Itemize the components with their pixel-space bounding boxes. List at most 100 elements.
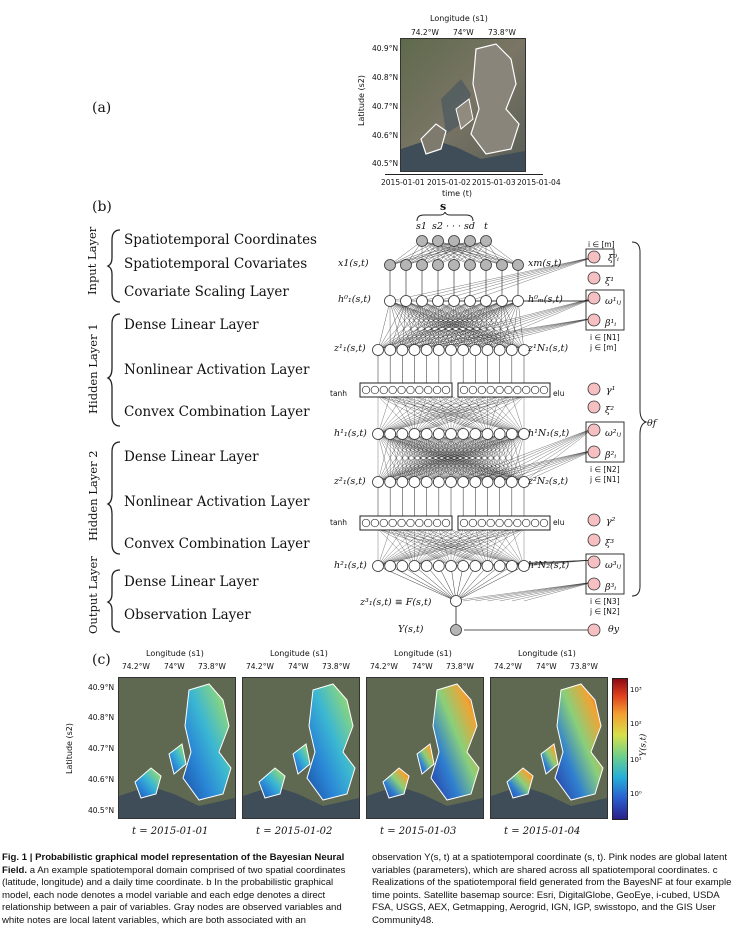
- param-index: i ∈ [N3]: [590, 597, 620, 606]
- parameter-node: [587, 513, 601, 527]
- row-label: z²₁(s,t): [334, 476, 366, 487]
- activation-node: [415, 518, 424, 528]
- panel-label-b: (b): [92, 199, 112, 215]
- param-omega3: ω³ᵢⱼ: [605, 560, 621, 571]
- dense-node: [396, 476, 409, 488]
- dense-node: [384, 476, 397, 488]
- row-label: Y(s,t): [398, 624, 424, 635]
- observed-input-node: [480, 235, 492, 247]
- activation-node: [459, 518, 469, 528]
- field-map: [490, 677, 608, 819]
- activation-node: [486, 385, 495, 395]
- lon-tick: 74.2°W: [370, 662, 398, 671]
- param-index: i ∈ [N2]: [590, 465, 620, 474]
- lon-tick: 74°W: [412, 662, 433, 671]
- parameter-node: [587, 445, 601, 459]
- layer-label: Covariate Scaling Layer: [124, 284, 289, 300]
- dense-node: [384, 344, 397, 356]
- activation-node: [530, 385, 540, 395]
- hidden-node: [384, 560, 397, 572]
- lon-tick: 73.8°W: [570, 662, 598, 671]
- activation-node: [522, 385, 531, 395]
- scaled-node: [480, 295, 492, 307]
- activation-node: [468, 518, 478, 528]
- map-time-label: t = 2015-01-03: [380, 826, 457, 837]
- layer-label: Dense Linear Layer: [124, 574, 259, 590]
- covariate-node: [400, 259, 412, 271]
- activation-left-label: tanh: [330, 518, 348, 527]
- param-plate: [585, 553, 625, 595]
- scaled-node: [400, 295, 412, 307]
- scaled-node: [496, 295, 508, 307]
- time-axis: [385, 174, 543, 175]
- hidden-node: [481, 560, 494, 572]
- colorbar-tick: 10⁰: [630, 790, 642, 798]
- activation-node: [388, 385, 397, 395]
- lon-tick: 73.8°W: [198, 662, 226, 671]
- colorbar: [612, 678, 628, 820]
- caption-right: observation Y(s, t) at a spatiotemporal …: [372, 852, 732, 926]
- dense-node: [493, 476, 506, 488]
- hidden-node: [457, 560, 470, 572]
- dense-node: [396, 344, 409, 356]
- time-tick: 2015-01-04: [517, 178, 561, 187]
- parameter-node: [587, 577, 601, 591]
- activation-node: [468, 385, 478, 395]
- hidden-node: [469, 560, 482, 572]
- scaled-node: [432, 295, 444, 307]
- dense-node: [372, 476, 384, 488]
- observed-input-node: [416, 235, 428, 247]
- activation-node: [432, 385, 442, 395]
- input-s2sd-label: s2 · · · sd: [432, 221, 476, 232]
- activation-node: [539, 518, 549, 528]
- dense-node: [445, 476, 457, 488]
- hidden-node: [432, 560, 445, 572]
- s-brace: [416, 212, 474, 222]
- activation-node: [441, 385, 451, 395]
- row-label: h⁰₁(s,t): [338, 294, 371, 305]
- dense-node: [469, 476, 482, 488]
- colorbar-tick: 10³: [630, 686, 642, 694]
- observed-input-node: [432, 235, 444, 247]
- param-plate: [585, 248, 615, 267]
- map-x-title: Longitude (s1): [146, 649, 204, 658]
- hidden-node: [432, 428, 445, 440]
- row-label: h¹N₁(s,t): [528, 428, 570, 439]
- caption-left-body: a An example spatiotemporal domain compr…: [2, 864, 346, 926]
- hidden-node: [396, 560, 409, 572]
- param-index: i ∈ [m]: [588, 240, 615, 249]
- activation-node: [539, 385, 549, 395]
- row-label: h⁰ₘ(s,t): [528, 294, 563, 305]
- input-t-label: t: [484, 221, 488, 232]
- activation-node: [397, 385, 406, 395]
- activation-node: [504, 385, 513, 395]
- dense-node: [372, 344, 384, 356]
- activation-node: [459, 385, 469, 395]
- activation-node: [361, 518, 371, 528]
- row-label: x1(s,t): [338, 258, 369, 269]
- param-index: j ∈ [N2]: [590, 607, 620, 616]
- lon-tick: 74°W: [164, 662, 185, 671]
- hidden-node: [493, 428, 506, 440]
- covariate-node: [384, 259, 396, 271]
- lon-tick: 74.2°W: [122, 662, 150, 671]
- row-label: z¹₁(s,t): [334, 343, 366, 354]
- field-map: [118, 677, 236, 819]
- row-label: h²₁(s,t): [334, 560, 367, 571]
- scaled-node: [464, 295, 476, 307]
- hidden-node: [372, 428, 384, 440]
- activation-node: [513, 385, 522, 395]
- hidden-node: [408, 428, 421, 440]
- activation-node: [486, 518, 495, 528]
- parameter-node: [587, 423, 601, 437]
- layer-label: Observation Layer: [124, 607, 251, 623]
- top-lat-tick: 40.7°N: [372, 102, 399, 111]
- param-theta-y: θy: [608, 624, 620, 635]
- dense-node: [445, 344, 457, 356]
- parameter-node: [587, 382, 601, 396]
- time-tick: 2015-01-02: [427, 178, 471, 187]
- top-map-x-title: Longitude (s1): [430, 14, 488, 23]
- lon-tick: 73.8°W: [446, 662, 474, 671]
- dense-node: [457, 344, 470, 356]
- map-x-title: Longitude (s1): [394, 649, 452, 658]
